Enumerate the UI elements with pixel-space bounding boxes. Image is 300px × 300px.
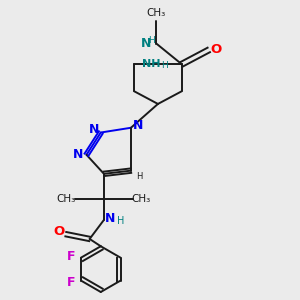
Text: NH: NH [142,59,161,69]
Text: H: H [117,216,124,226]
Text: CH₃: CH₃ [147,8,166,18]
Text: F: F [67,276,76,289]
Text: F: F [67,250,76,262]
Text: O: O [210,43,221,56]
Text: N: N [104,212,115,225]
Text: O: O [53,225,64,238]
Text: CH₃: CH₃ [132,194,151,204]
Text: H: H [136,172,142,181]
Text: H: H [161,61,168,70]
Text: N: N [133,119,143,132]
Text: CH₃: CH₃ [57,194,76,204]
Text: N: N [88,123,99,136]
Text: N: N [141,37,151,50]
Text: N: N [72,148,83,161]
Text: H: H [148,36,155,45]
